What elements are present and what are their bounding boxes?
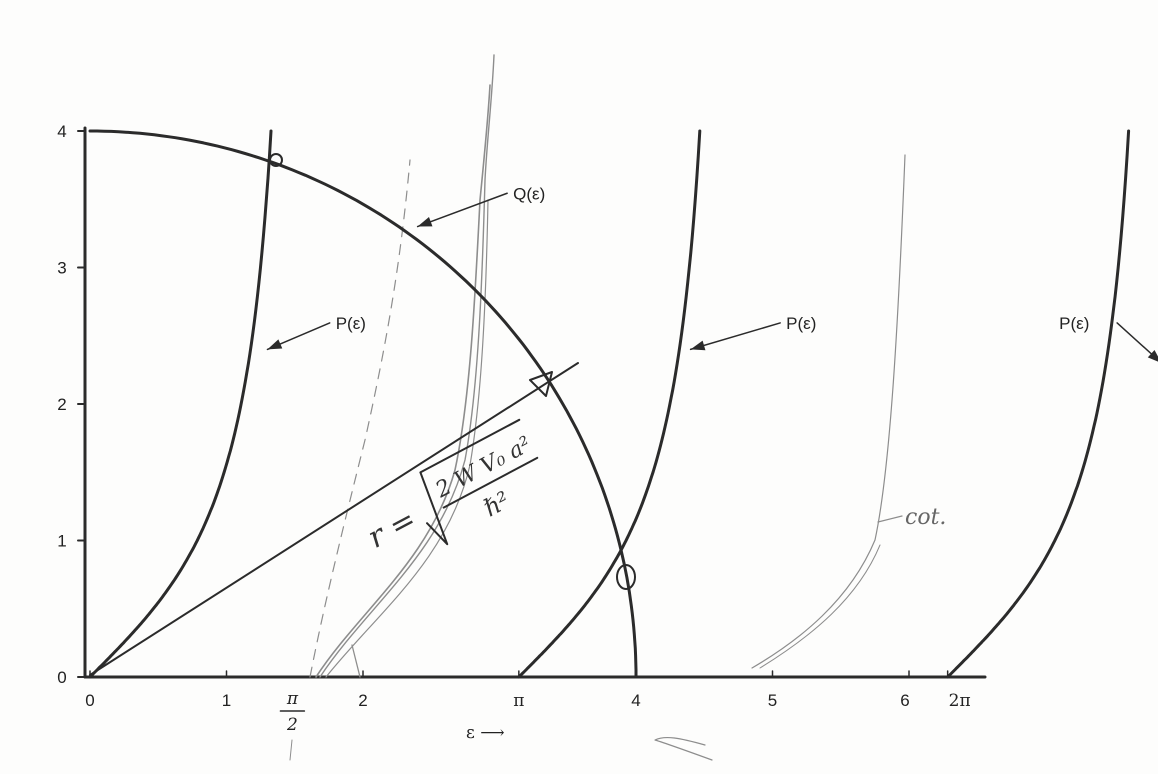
formula-fraction-bar [442, 456, 539, 509]
x-tick-pi-over-2-den: 2 [286, 715, 298, 735]
cot-annotation: cot. [877, 505, 946, 530]
y-tick-label: 3 [57, 259, 66, 278]
series-leader-line [689, 322, 781, 351]
x-tick-label: 2 [358, 691, 367, 710]
pencil-dashed-curve [309, 159, 411, 678]
series-curve-p-1 [88, 129, 273, 679]
x-tick-label: 2π [949, 691, 971, 711]
x-tick-pi-over-2-num: π [286, 689, 299, 709]
y-tick-label: 0 [57, 668, 66, 687]
pencil-cot-curve [751, 154, 906, 669]
formula-annotation: r = 2 W V₀ a² ℏ² [362, 418, 539, 556]
y-tick-label: 2 [57, 395, 66, 414]
y-ticks: 0 1 2 3 4 [57, 122, 86, 687]
cot-leader [877, 515, 903, 523]
x-tick-label: π [513, 691, 524, 711]
x-tick-label: 5 [768, 691, 777, 710]
series-arrowhead [267, 339, 283, 350]
series-arrowhead [1147, 349, 1158, 362]
series-label: P(ε) [1059, 314, 1089, 333]
y-tick-label: 4 [57, 122, 66, 141]
y-tick-label: 1 [57, 532, 66, 551]
pencil-curve-2 [319, 54, 495, 678]
series-arrowhead [417, 216, 433, 227]
cot-label: cot. [905, 505, 946, 530]
x-tick-label: 6 [900, 691, 909, 710]
series-label: P(ε) [786, 314, 816, 333]
pencil-cot-curve-2 [759, 544, 881, 669]
pencil-curve-1 [315, 84, 491, 678]
x-tick-label: 1 [222, 691, 231, 710]
x-tick-pi-over-2: π 2 [279, 689, 306, 735]
series-curve-p-3 [946, 129, 1131, 679]
chord-line [89, 362, 579, 676]
curves [88, 129, 1131, 679]
pencil-dashed-tick [351, 644, 361, 678]
chord-line-group [89, 362, 579, 676]
series-label: P(ε) [336, 314, 366, 333]
intersection-marker-bottom [616, 564, 636, 590]
pencil-sketches [289, 54, 906, 761]
pencil-arrow-scribble [654, 736, 713, 761]
x-tick-label: 4 [631, 691, 640, 710]
formula-denominator: ℏ² [479, 486, 514, 522]
pencil-tick-mark [289, 739, 293, 761]
curve-labels: Q(ε) P(ε) P(ε) P(ε) [266, 184, 1158, 362]
formula-radical [419, 418, 521, 546]
series-arrowhead [690, 340, 706, 351]
x-axis-label-group: ε ⟶ [466, 723, 505, 743]
intersection-marker-top [269, 153, 283, 167]
pencil-curve-3 [325, 199, 489, 678]
series-leader-line [416, 192, 508, 228]
formula-lhs: r = [362, 502, 422, 556]
series-curve-q [88, 129, 638, 679]
series-label: Q(ε) [513, 184, 545, 203]
series-curve-p-2 [517, 129, 702, 679]
x-tick-label: 0 [85, 691, 94, 710]
x-axis-label: ε ⟶ [466, 723, 505, 743]
